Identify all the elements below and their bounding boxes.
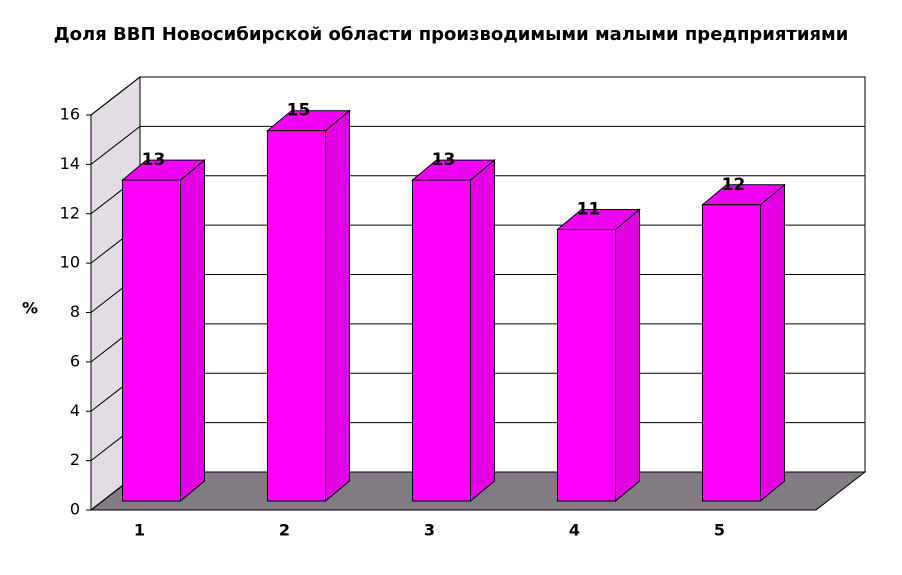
bar-side <box>325 109 350 503</box>
y-tick-label: 12 <box>60 203 80 222</box>
chart-title: Доля ВВП Новосибирской области производи… <box>54 24 849 45</box>
x-tick-label: 3 <box>424 521 435 540</box>
bar-side <box>470 158 495 503</box>
bar <box>412 179 471 502</box>
y-tick-label: 16 <box>60 105 80 124</box>
y-tick-label: 6 <box>70 351 80 370</box>
bar <box>267 130 326 502</box>
bar <box>122 179 181 502</box>
y-tick-label: 10 <box>60 253 80 272</box>
bar-side <box>180 158 205 503</box>
x-tick-label: 2 <box>279 521 290 540</box>
data-label: 13 <box>142 150 166 170</box>
x-tick-label: 5 <box>714 521 725 540</box>
x-tick-label: 4 <box>569 521 580 540</box>
data-label: 15 <box>287 101 311 121</box>
y-tick-label: 4 <box>70 401 80 420</box>
grid-line <box>90 76 141 116</box>
data-label: 11 <box>577 199 601 219</box>
bar-side <box>615 208 640 503</box>
bar-side <box>760 183 785 503</box>
y-tick-label: 0 <box>70 500 80 519</box>
bar <box>557 228 616 502</box>
data-label: 12 <box>722 175 746 195</box>
y-tick-label: 14 <box>60 154 80 173</box>
grid-line <box>90 125 141 165</box>
y-axis-label: % <box>22 299 38 318</box>
y-tick-label: 2 <box>70 450 80 469</box>
bar <box>702 204 761 502</box>
data-label: 13 <box>432 150 456 170</box>
x-tick-label: 1 <box>134 521 145 540</box>
y-tick-label: 8 <box>70 302 80 321</box>
